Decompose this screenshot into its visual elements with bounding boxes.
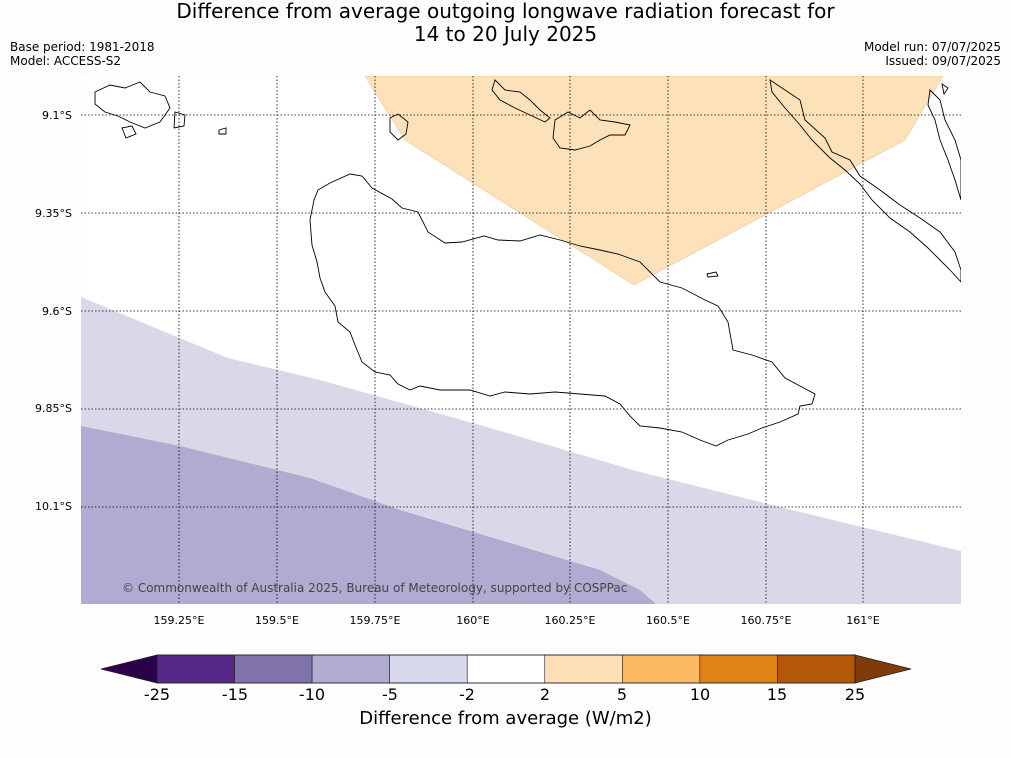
base-period-text: Base period: 1981-2018 <box>10 40 155 54</box>
coastline-islet-1 <box>121 125 137 139</box>
map-panel <box>81 76 961 604</box>
lat-label: 10.1°S <box>35 500 72 513</box>
model-run-text: Model run: 07/07/2025 <box>863 40 1001 54</box>
chart-title: Difference from average outgoing longwav… <box>0 0 1011 46</box>
colorbar-extend-low <box>100 654 158 684</box>
colorbar-tick: -5 <box>382 685 398 704</box>
lon-label: 160.25°E <box>545 614 596 627</box>
lat-label: 9.85°S <box>35 402 72 415</box>
colorbar-extend-high <box>854 654 912 684</box>
colorbar-segment <box>622 654 701 684</box>
coastline-islet-5 <box>941 83 949 96</box>
issued-text: Issued: 09/07/2025 <box>885 54 1001 68</box>
anomaly-region-2-to-5 <box>364 76 944 286</box>
coastlines <box>94 79 961 447</box>
lat-label: 9.1°S <box>42 109 72 122</box>
colorbar-tick: 10 <box>690 685 710 704</box>
coastline-malaita-east <box>927 89 961 201</box>
lon-label: 160.5°E <box>646 614 690 627</box>
colorbar-tick: -2 <box>459 685 475 704</box>
model-text: Model: ACCESS-S2 <box>10 54 122 68</box>
colorbar-tick: -25 <box>144 685 170 704</box>
coastline-florida-islands <box>552 109 631 151</box>
anomaly-region-minus10-to-minus5 <box>81 426 656 604</box>
graticule <box>81 76 961 604</box>
lon-label: 160°E <box>456 614 489 627</box>
lon-label: 159.5°E <box>255 614 299 627</box>
colorbar-segment <box>311 654 390 684</box>
colorbar-tick-labels: -25 -15 -10 -5 -2 2 5 10 15 25 <box>144 685 865 704</box>
lat-label: 9.6°S <box>42 305 72 318</box>
colorbar-tick: -10 <box>299 685 325 704</box>
colorbar-tick: 5 <box>617 685 627 704</box>
colorbar: -25 -15 -10 -5 -2 2 5 10 15 25 <box>100 654 912 704</box>
colorbar-segment <box>544 654 623 684</box>
copyright-text: © Commonwealth of Australia 2025, Bureau… <box>122 581 627 595</box>
coastline-guadalcanal <box>309 173 816 447</box>
colorbar-segment <box>699 654 778 684</box>
title-line-1: Difference from average outgoing longwav… <box>176 0 835 23</box>
colorbar-title: Difference from average (W/m2) <box>359 708 652 729</box>
colorbar-segment <box>389 654 468 684</box>
lon-label: 159.25°E <box>154 614 205 627</box>
longitude-labels: 159.25°E 159.5°E 159.75°E 160°E 160.25°E… <box>154 614 880 627</box>
colorbar-segment <box>466 654 546 684</box>
colorbar-tick: 15 <box>767 685 787 704</box>
coastline-islet-2 <box>173 111 186 129</box>
colorbar-segment <box>156 654 235 684</box>
title-line-2: 14 to 20 July 2025 <box>413 22 598 46</box>
colorbar-tick: 2 <box>540 685 550 704</box>
colorbar-segment <box>777 654 856 684</box>
colorbar-segments <box>156 654 856 684</box>
lon-label: 160.75°E <box>741 614 792 627</box>
colorbar-tick: 25 <box>845 685 865 704</box>
colorbar-segment <box>234 654 313 684</box>
latitude-labels: 9.1°S 9.35°S 9.6°S 9.85°S 10.1°S <box>35 109 72 513</box>
lon-label: 161°E <box>846 614 879 627</box>
colorbar-outline <box>156 654 856 684</box>
coastline-malaita <box>769 79 961 283</box>
coastline-savo <box>389 113 409 141</box>
colorbar-tick: -15 <box>222 685 248 704</box>
meta-left: Base period: 1981-2018 Model: ACCESS-S2 <box>10 40 155 68</box>
lon-label: 159.75°E <box>350 614 401 627</box>
coastline-islet-4 <box>706 271 719 278</box>
coastline-ngella-north <box>491 79 551 123</box>
meta-right: Model run: 07/07/2025 Issued: 09/07/2025 <box>864 40 1001 68</box>
coastline-islet-3 <box>218 127 227 135</box>
lat-label: 9.35°S <box>35 207 72 220</box>
